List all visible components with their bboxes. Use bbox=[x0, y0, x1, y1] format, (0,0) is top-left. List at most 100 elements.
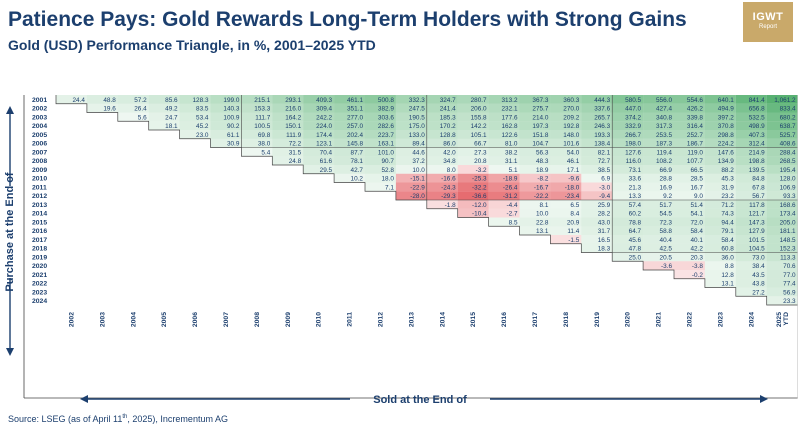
cell-value: 206.0 bbox=[471, 106, 487, 113]
heatmap-cell bbox=[581, 130, 613, 139]
heatmap-cell bbox=[735, 270, 767, 279]
cell-value: 57.4 bbox=[629, 202, 642, 209]
heatmap-cell bbox=[426, 103, 458, 113]
cell-value: 209.2 bbox=[563, 114, 579, 121]
cell-value: 64.7 bbox=[629, 228, 642, 235]
heatmap-cell bbox=[766, 165, 798, 174]
cell-value: 170.2 bbox=[440, 123, 456, 130]
cell-value: 122.6 bbox=[502, 132, 518, 139]
heatmap-cell bbox=[519, 156, 551, 165]
cell-value: 173.4 bbox=[780, 211, 796, 218]
cell-value: 18.1 bbox=[165, 123, 178, 130]
cell-value: 111.7 bbox=[255, 114, 270, 121]
y-arrow-down-head bbox=[6, 348, 14, 356]
column-label: 2024 bbox=[748, 312, 755, 327]
heatmap-cell bbox=[643, 252, 674, 262]
cell-value: 27.2 bbox=[752, 289, 765, 296]
cell-value: 104.5 bbox=[749, 246, 765, 253]
heatmap-cell bbox=[704, 173, 736, 183]
cell-value: -2.7 bbox=[506, 211, 517, 218]
heatmap-cell bbox=[426, 112, 458, 122]
cell-value: 554.6 bbox=[687, 97, 703, 104]
heatmap-cell bbox=[704, 147, 736, 157]
heatmap-cell bbox=[704, 138, 736, 148]
cell-value: -15.1 bbox=[410, 176, 425, 183]
heatmap-cell bbox=[365, 173, 396, 183]
cell-value: 148.5 bbox=[780, 237, 796, 244]
heatmap-cell bbox=[735, 226, 767, 235]
cell-value: 205.0 bbox=[780, 219, 796, 226]
heatmap-cell bbox=[735, 173, 767, 183]
heatmap-cell bbox=[766, 287, 798, 297]
column-label: 2020 bbox=[625, 312, 632, 327]
cell-value: 337.6 bbox=[594, 106, 610, 113]
heatmap-cell bbox=[395, 130, 427, 139]
cell-value: -25.3 bbox=[472, 176, 487, 183]
heatmap-cell bbox=[334, 112, 365, 122]
heatmap-cell bbox=[395, 103, 427, 113]
heatmap-cell bbox=[674, 138, 705, 148]
heatmap-cell bbox=[272, 103, 304, 113]
cell-value: -23.4 bbox=[565, 193, 580, 200]
cell-value: 140.3 bbox=[223, 106, 239, 113]
heatmap-cell bbox=[210, 138, 242, 148]
heatmap-cell bbox=[674, 217, 705, 227]
heatmap-cell bbox=[643, 156, 674, 165]
heatmap-cell bbox=[735, 200, 767, 209]
cell-value: 128.8 bbox=[440, 132, 456, 139]
heatmap-cell bbox=[334, 156, 365, 165]
cell-value: -1.8 bbox=[445, 202, 456, 209]
cell-value: 30.9 bbox=[227, 141, 240, 148]
cell-value: -8.2 bbox=[537, 176, 548, 183]
heatmap-cell bbox=[488, 103, 520, 113]
cell-value: 142.2 bbox=[471, 123, 487, 130]
column-label: 2003 bbox=[99, 312, 106, 327]
heatmap-cell bbox=[766, 138, 798, 148]
chart-title: Patience Pays: Gold Rewards Long-Term Ho… bbox=[8, 8, 687, 31]
cell-value: 42.7 bbox=[351, 167, 364, 174]
cell-value: 69.8 bbox=[258, 132, 271, 139]
cell-value: 8.0 bbox=[447, 167, 456, 174]
row-label: 2011 bbox=[32, 184, 47, 191]
heatmap-cell bbox=[581, 147, 613, 157]
heatmap-cell bbox=[704, 270, 736, 279]
heatmap-cell bbox=[581, 243, 613, 253]
cell-value: -18.0 bbox=[565, 184, 580, 191]
cell-value: 257.0 bbox=[347, 123, 363, 130]
heatmap-cell bbox=[674, 226, 705, 235]
heatmap-cell bbox=[766, 95, 798, 104]
heatmap-cell bbox=[488, 156, 520, 165]
cell-value: 370.8 bbox=[718, 123, 734, 130]
cell-value: 153.3 bbox=[254, 106, 270, 113]
cell-value: 84.8 bbox=[752, 176, 765, 183]
cell-value: 20.8 bbox=[474, 158, 487, 165]
cell-value: 841.4 bbox=[749, 97, 765, 104]
cell-value: 303.6 bbox=[378, 114, 394, 121]
chart-subtitle: Gold (USD) Performance Triangle, in %, 2… bbox=[8, 37, 376, 53]
cell-value: 48.8 bbox=[103, 97, 116, 104]
heatmap-cell bbox=[395, 156, 427, 165]
column-label-line: YTD bbox=[783, 312, 790, 326]
heatmap-cell bbox=[612, 165, 644, 174]
heatmap-cell bbox=[735, 235, 767, 244]
cell-value: 268.5 bbox=[780, 158, 796, 165]
heatmap-cell bbox=[457, 121, 489, 130]
cell-value: 525.7 bbox=[780, 132, 796, 139]
heatmap-cell bbox=[612, 95, 644, 104]
cell-value: 447.0 bbox=[625, 106, 641, 113]
heatmap-cell bbox=[519, 173, 551, 183]
cell-value: 100.9 bbox=[223, 114, 239, 121]
heatmap-cell bbox=[550, 226, 582, 235]
column-label: 2019 bbox=[594, 312, 601, 327]
heatmap-cell bbox=[612, 226, 644, 235]
cell-value: 293.1 bbox=[285, 97, 301, 104]
cell-value: 175.0 bbox=[409, 123, 425, 130]
heatmap-cell bbox=[674, 165, 705, 174]
cell-value: 12.8 bbox=[721, 272, 734, 279]
cell-value: 105.1 bbox=[471, 132, 487, 139]
heatmap-cell bbox=[581, 226, 613, 235]
heatmap-cell bbox=[272, 130, 304, 139]
cell-value: 123.1 bbox=[316, 141, 332, 148]
heatmap-cell bbox=[457, 173, 489, 183]
heatmap-cell bbox=[519, 147, 551, 157]
